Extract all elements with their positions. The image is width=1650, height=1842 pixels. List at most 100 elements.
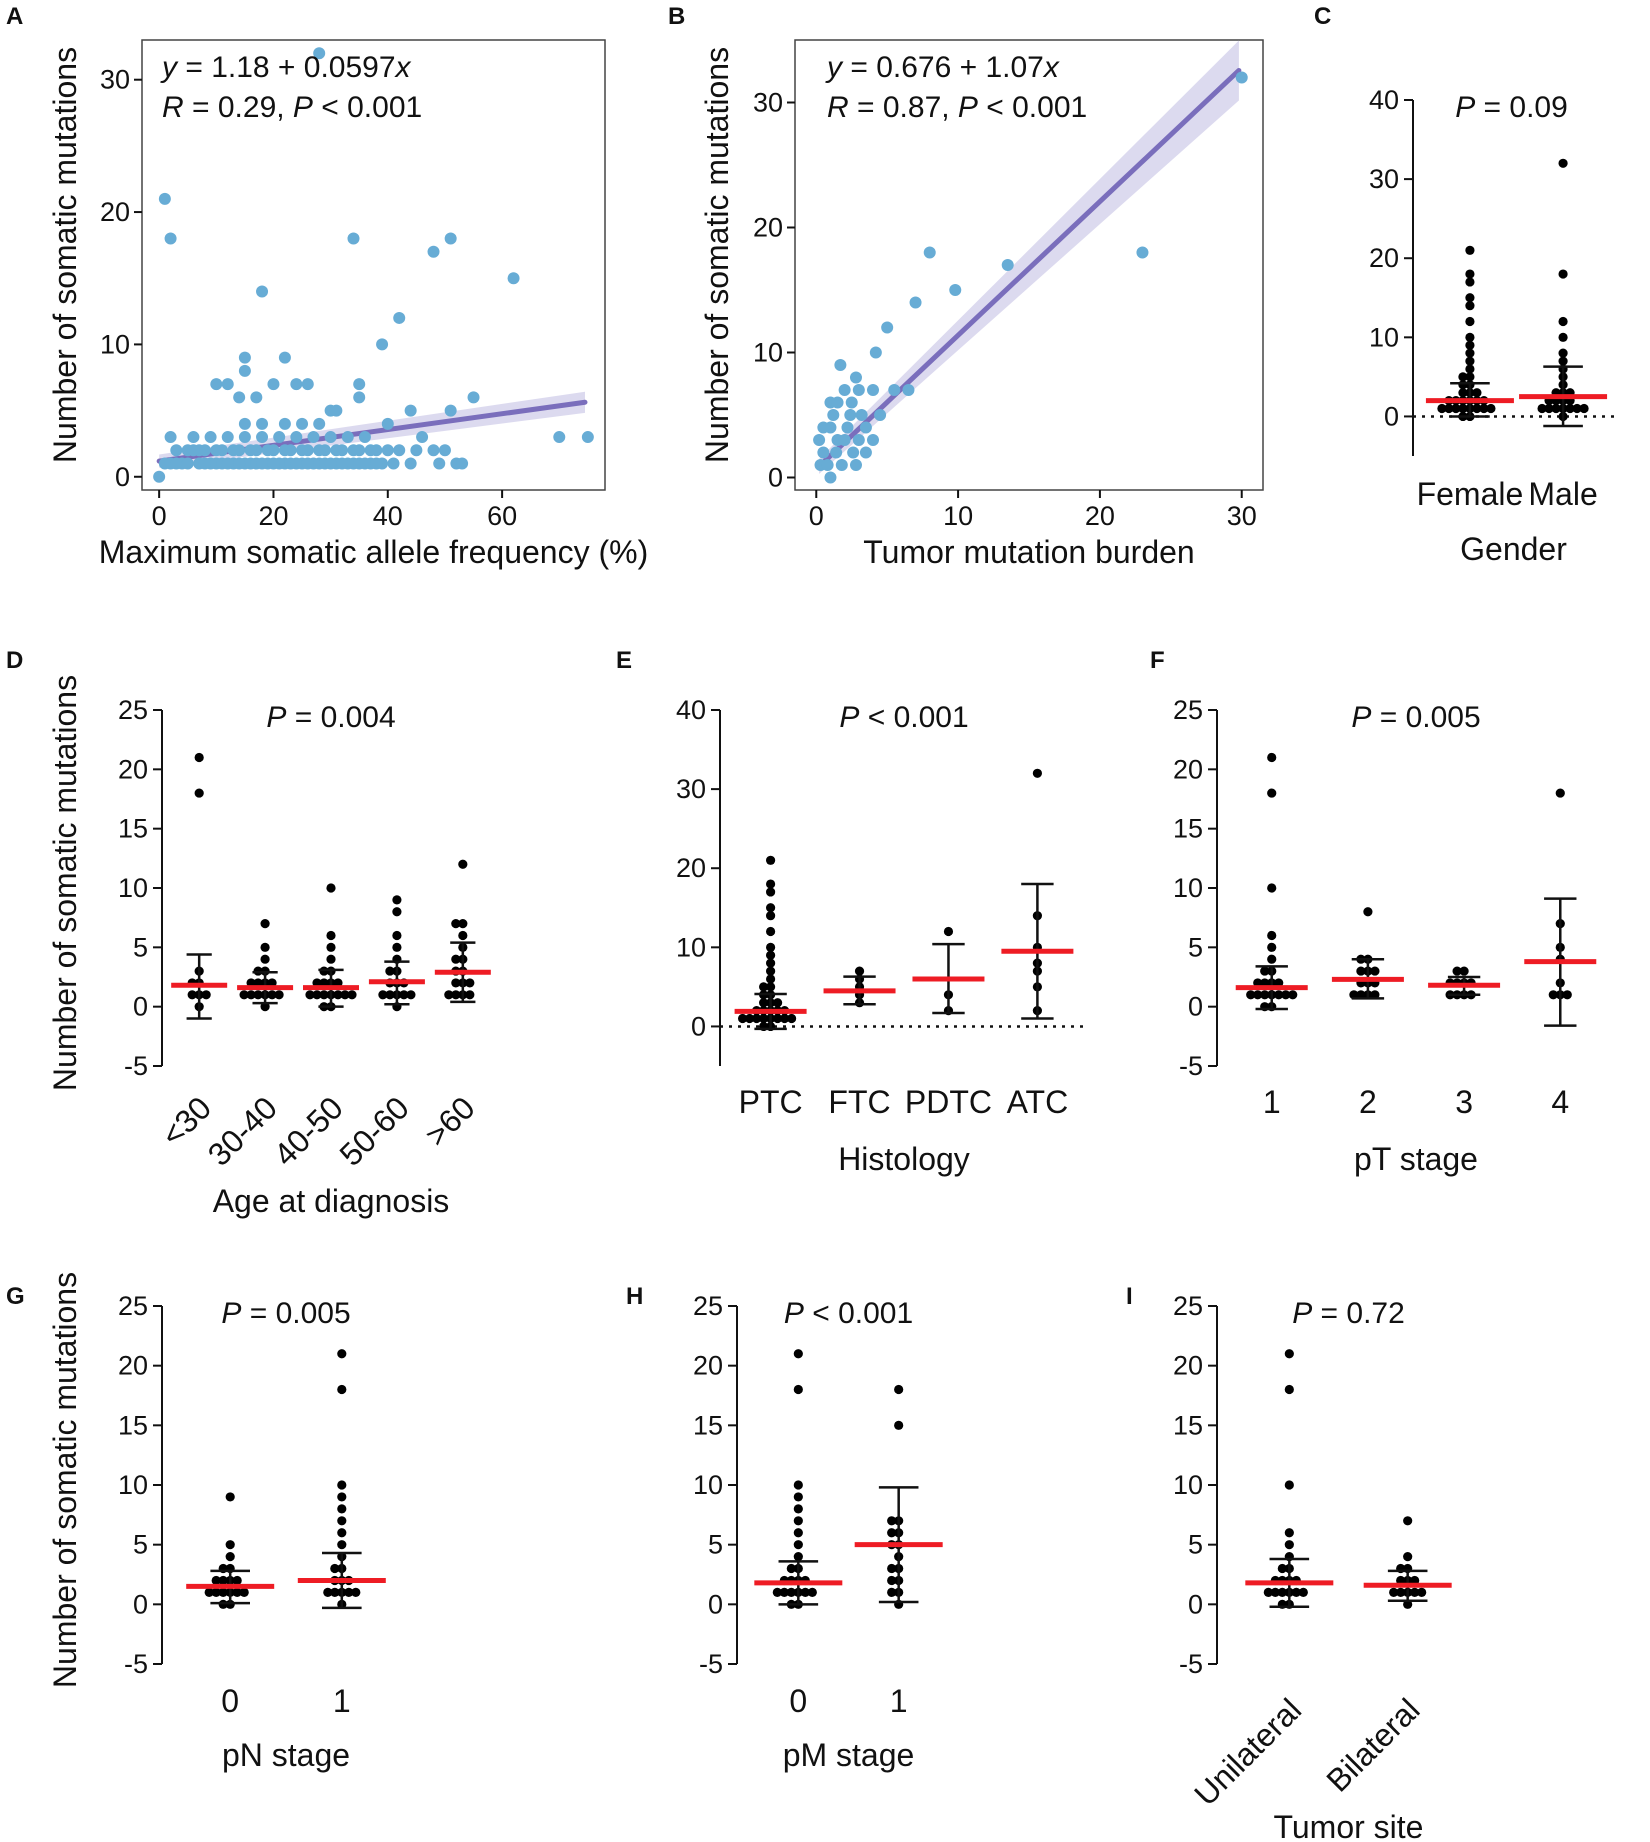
x-axis-label: Gender [1460, 531, 1567, 567]
data-point [244, 444, 257, 457]
data-dot [330, 1563, 340, 1574]
data-dot [793, 1516, 803, 1526]
data-dot [1465, 372, 1475, 382]
data-dot [1565, 403, 1575, 414]
data-dot [773, 998, 783, 1008]
data-dot [1288, 990, 1298, 1000]
panel-letter: I [1126, 1283, 1133, 1310]
data-dot [1479, 403, 1489, 414]
data-dot [779, 1587, 789, 1597]
data-dot [1277, 1587, 1287, 1597]
data-dot [793, 1528, 803, 1538]
data-dot [1472, 388, 1482, 398]
data-dot [253, 990, 263, 1000]
data-dot [239, 990, 249, 1000]
y-axis-label: Number of somatic mutations [47, 675, 83, 1091]
y-tick-label: 30 [1369, 164, 1399, 194]
data-point [852, 434, 865, 446]
y-tick-label: 10 [118, 1470, 148, 1500]
data-point [553, 431, 566, 444]
y-tick-label: 20 [118, 1351, 148, 1381]
data-dot [793, 1480, 803, 1490]
data-point [187, 431, 200, 444]
y-tick-label: -5 [699, 1649, 723, 1679]
data-point [416, 431, 429, 444]
y-tick-label: 5 [708, 1530, 723, 1560]
y-tick-label: 30 [753, 88, 783, 118]
y-tick-label: -5 [1179, 1051, 1203, 1081]
data-dot [1349, 990, 1359, 1000]
data-dot [326, 954, 336, 964]
data-point [221, 378, 234, 391]
data-point [817, 446, 830, 459]
data-dot [399, 990, 409, 1000]
data-point [404, 457, 417, 470]
data-point [267, 378, 280, 391]
data-dot [752, 1013, 762, 1024]
data-dot [1451, 403, 1461, 414]
data-point [278, 417, 291, 430]
data-dot [337, 1349, 347, 1359]
y-tick-label: -5 [124, 1051, 148, 1081]
data-point [170, 444, 183, 457]
data-dot [1410, 1587, 1420, 1597]
data-dot [1465, 293, 1475, 303]
data-dot [793, 1384, 803, 1395]
data-dot [326, 883, 336, 893]
panel-letter: D [6, 647, 23, 674]
data-point [1136, 246, 1149, 259]
data-dot [1270, 1587, 1280, 1597]
x-category-label: 2 [1359, 1084, 1377, 1120]
data-point [824, 471, 837, 484]
data-dot [458, 859, 468, 869]
data-dot [1267, 883, 1277, 893]
data-point [296, 417, 309, 430]
data-dot [786, 1587, 796, 1597]
data-point [238, 417, 251, 430]
data-point [364, 444, 377, 457]
panel-letter: G [6, 1283, 25, 1310]
data-point [170, 457, 183, 470]
data-dot [1284, 1384, 1294, 1395]
data-dot [772, 1587, 782, 1597]
data-point [831, 396, 844, 409]
data-point [393, 311, 406, 324]
y-tick-label: 20 [1173, 1351, 1203, 1381]
x-category-label: Unilateral [1187, 1691, 1308, 1812]
data-point [444, 404, 457, 417]
data-point [233, 391, 246, 404]
y-tick-label: 15 [1173, 1410, 1203, 1440]
data-point [238, 431, 251, 444]
data-dot [451, 978, 461, 988]
regression-equation: y = 1.18 + 0.0597x [160, 51, 412, 84]
data-dot [1551, 403, 1561, 414]
data-point [290, 378, 303, 391]
data-dot [1544, 403, 1554, 414]
data-point [358, 431, 371, 444]
panel-F: F -5 0 5 10 15 20 25 1 2 3 4 P = 0.005 pT stage [1150, 647, 1597, 1177]
data-dot [458, 930, 468, 941]
data-point [347, 232, 360, 245]
data-dot [759, 1013, 769, 1024]
y-tick-label: 20 [100, 197, 130, 227]
x-axis-label: Tumor mutation burden [863, 534, 1194, 570]
data-point [869, 346, 882, 359]
data-dot [766, 942, 776, 952]
x-category-label: 0 [221, 1683, 239, 1719]
x-category-label: FTC [828, 1084, 890, 1120]
x-axis-label: Maximum somatic allele frequency (%) [99, 534, 649, 570]
data-dot [1267, 930, 1277, 941]
data-dot [1458, 403, 1468, 414]
data-dot [1465, 245, 1475, 255]
y-tick-label: 25 [118, 1291, 148, 1321]
y-tick-label: 10 [1369, 322, 1399, 352]
correlation-stat: R = 0.87, P < 0.001 [827, 91, 1087, 124]
data-point [841, 421, 854, 434]
data-dot [385, 990, 395, 1000]
p-value-label: P = 0.004 [266, 701, 395, 734]
x-tick-label: 0 [809, 501, 824, 531]
data-dot [766, 958, 776, 968]
data-point [949, 284, 962, 296]
data-point [164, 431, 177, 444]
